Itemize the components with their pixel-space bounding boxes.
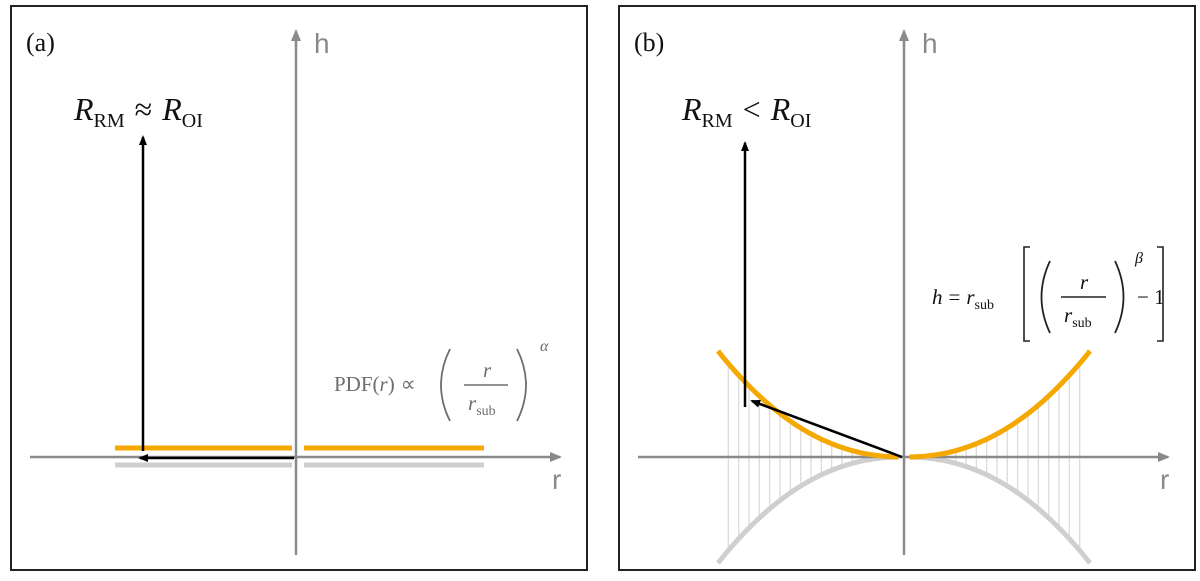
headline: RRM ≈ ROI	[73, 91, 203, 132]
shadow-curve	[716, 454, 1092, 565]
panel-label: (a)	[26, 28, 55, 57]
radial-arrow	[750, 399, 903, 459]
svg-text:− 1: − 1	[1137, 285, 1165, 309]
svg-text:rsub: rsub	[468, 391, 496, 419]
svg-text:h=rsub: h = rsub	[932, 285, 994, 313]
y-axis-label: h	[314, 28, 330, 59]
svg-text:r: r	[483, 358, 492, 382]
panel-b-diagram: (b) r h RRM < ROI h = rsub r rsub	[634, 28, 1170, 565]
y-axis-label: h	[922, 28, 938, 59]
x-axis-label: r	[1160, 464, 1169, 495]
svg-text:PDF(r)∝: PDF(r) ∝	[334, 372, 416, 396]
panel-a-diagram: (a) r h RRM ≈ ROI PDF(r) ∝ r rsub α	[26, 28, 562, 555]
svg-text:rsub: rsub	[1064, 303, 1092, 331]
height-formula: h = rsub r rsub β − 1	[932, 246, 1165, 342]
pdf-formula: PDF(r) ∝ r rsub α	[334, 338, 549, 422]
panel-a: (a) r h RRM ≈ ROI PDF(r) ∝ r rsub α	[10, 5, 588, 571]
svg-text:r: r	[1080, 270, 1089, 294]
panel-label: (b)	[634, 28, 664, 57]
panel-b: (b) r h RRM < ROI h = rsub r rsub	[618, 5, 1196, 571]
flared-disk-curve	[716, 349, 1092, 460]
svg-text:β: β	[1134, 250, 1143, 267]
svg-text:α: α	[540, 338, 549, 355]
x-axis-label: r	[552, 464, 561, 495]
headline: RRM < ROI	[681, 91, 811, 132]
